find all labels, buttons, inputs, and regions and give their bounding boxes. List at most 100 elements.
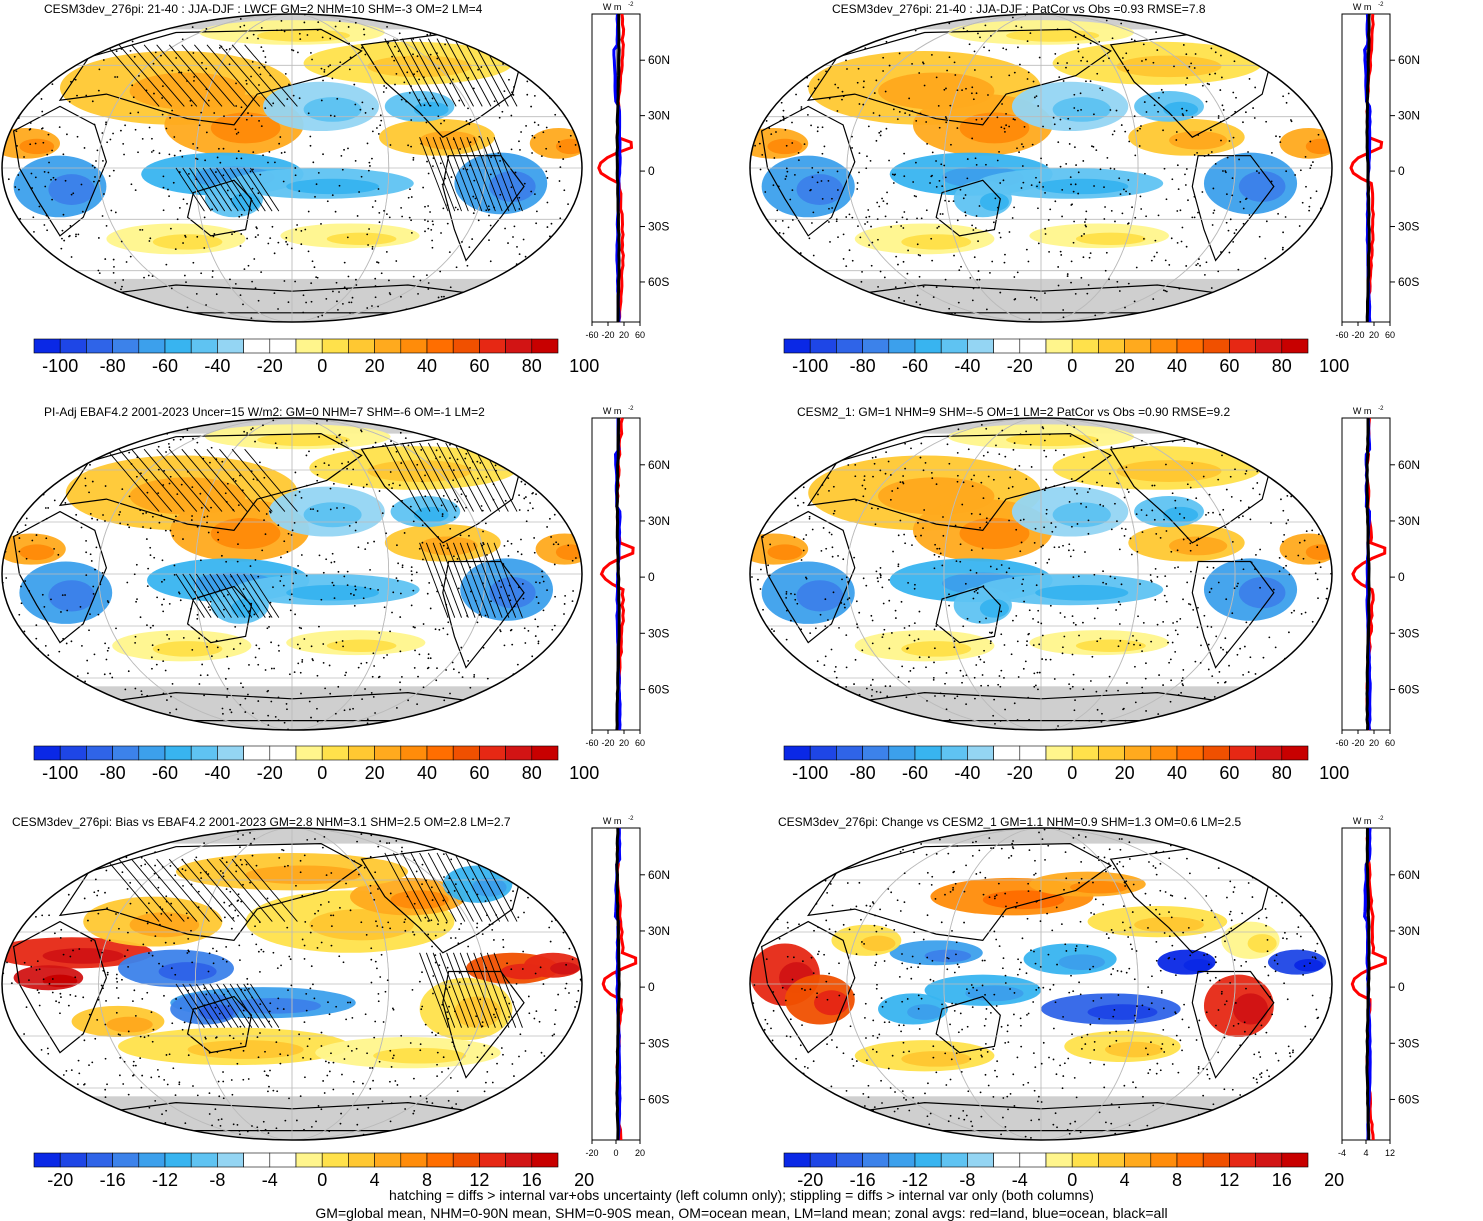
anomaly-core xyxy=(19,544,55,560)
colorbar-label: -40 xyxy=(954,356,980,376)
colorbar-swatch xyxy=(1045,1152,1073,1168)
zonal-unit: W m xyxy=(603,2,622,12)
colorbar-label: -60 xyxy=(152,356,178,376)
zonal-unit-exp: -2 xyxy=(1378,406,1384,412)
zonal-unit: W m xyxy=(603,816,622,826)
colorbar-swatch xyxy=(1255,745,1283,761)
colorbar-swatch xyxy=(348,338,375,354)
colorbar-label: -100 xyxy=(792,356,828,376)
map-border xyxy=(1,827,583,1141)
colorbar-swatch xyxy=(1045,338,1073,354)
coastline-africa xyxy=(12,920,108,1054)
colorbar-label: -12 xyxy=(902,1170,928,1190)
colorbar-label: 60 xyxy=(1219,356,1239,376)
colorbar-swatch xyxy=(374,338,402,354)
coastline-africa xyxy=(760,920,856,1054)
colorbar-swatch xyxy=(479,745,506,761)
graticule-lon xyxy=(943,828,1139,1140)
colorbar-label: 40 xyxy=(417,356,437,376)
colorbar-label: -20 xyxy=(47,1170,73,1190)
colorbar-swatch xyxy=(452,338,480,354)
colorbar-label: -20 xyxy=(1007,763,1033,783)
anomaly-core xyxy=(979,598,1009,618)
zonal-unit-exp: -2 xyxy=(628,406,634,412)
zonal-frame xyxy=(1341,417,1391,731)
colorbar-swatch xyxy=(1150,1152,1178,1168)
map-p6 xyxy=(749,827,1333,1141)
colorbar-swatch xyxy=(400,745,428,761)
colorbar-swatch xyxy=(1150,745,1178,761)
zonal-line-land xyxy=(1349,13,1384,323)
coastline-africa xyxy=(760,105,856,237)
anomaly-core xyxy=(1169,131,1228,150)
colorbar-label: 12 xyxy=(1219,1170,1239,1190)
coastline-australia xyxy=(935,179,1001,237)
colorbar-swatch xyxy=(967,1152,994,1168)
colorbar-swatch xyxy=(112,338,140,354)
anomaly-core xyxy=(152,641,223,657)
anomaly-core xyxy=(303,502,362,528)
panel-title: PI-Adj EBAF4.2 2001-2023 Uncer=15 W/m2: … xyxy=(44,405,485,419)
colorbar-swatch xyxy=(967,338,994,354)
colorbar-swatch xyxy=(86,338,113,354)
map-p1 xyxy=(1,13,583,323)
coastline-s-america xyxy=(442,560,525,669)
colorbar-label: 0 xyxy=(317,1170,327,1190)
colorbar-swatch xyxy=(1124,745,1152,761)
anomaly-core xyxy=(1075,232,1146,245)
colorbar-swatch xyxy=(321,745,349,761)
colorbar-swatch xyxy=(888,745,916,761)
map-border xyxy=(749,13,1333,323)
colorbar-swatch xyxy=(531,338,559,354)
lat-tick-label: 30S xyxy=(648,626,669,640)
anomaly-core xyxy=(796,580,844,612)
colorbar-label: 60 xyxy=(1219,763,1239,783)
colorbar-label: 100 xyxy=(1319,356,1349,376)
colorbar-swatch xyxy=(1071,338,1099,354)
lat-tick-label: 30S xyxy=(1398,220,1419,234)
coastline-greenland xyxy=(464,839,526,867)
colorbar-label: 80 xyxy=(522,763,542,783)
anomaly-core xyxy=(1087,1004,1158,1020)
zonal-line-all xyxy=(1365,417,1371,731)
anomaly-core xyxy=(152,234,223,250)
x-tick-label: -20 xyxy=(585,1148,598,1158)
colorbar-swatch xyxy=(940,338,968,354)
colorbar-swatch xyxy=(1124,338,1152,354)
colorbar-swatch xyxy=(426,338,454,354)
anomaly-core xyxy=(1035,178,1129,195)
colorbar-swatch xyxy=(374,745,402,761)
colorbar-label: 40 xyxy=(1167,763,1187,783)
coastline-s-america xyxy=(1191,155,1275,262)
zonal-line-all xyxy=(615,13,621,322)
lat-tick-label: 0 xyxy=(1398,980,1405,994)
map-p2 xyxy=(749,13,1333,323)
anomaly-core xyxy=(309,909,414,941)
colorbar-label: 20 xyxy=(574,1170,594,1190)
colorbar-swatch xyxy=(531,1152,559,1168)
map-border xyxy=(1,417,583,731)
colorbar-label: 4 xyxy=(1120,1170,1130,1190)
anomaly-core xyxy=(1035,584,1129,601)
anomaly-core xyxy=(42,974,78,988)
colorbar-label: 8 xyxy=(422,1170,432,1190)
colorbar-swatch xyxy=(138,745,166,761)
lat-tick-label: 60S xyxy=(648,1092,669,1106)
zonal-unit-exp: -2 xyxy=(628,816,634,822)
map-border xyxy=(749,417,1333,731)
colorbar-swatch xyxy=(914,1152,942,1168)
colorbar-p1: -100 -80 -60 -40 -20 0 20 40 60 80 100 xyxy=(33,338,599,376)
coastline-s-america xyxy=(1191,560,1275,669)
colorbar-swatch xyxy=(888,338,916,354)
anomaly-core xyxy=(210,517,281,550)
colorbar-swatch xyxy=(1202,745,1230,761)
coastline-australia xyxy=(935,995,1001,1054)
colorbar-swatch xyxy=(505,745,533,761)
colorbar-swatch xyxy=(190,338,218,354)
lat-tick-label: 60N xyxy=(648,53,670,67)
x-tick-label: 60 xyxy=(1385,738,1395,748)
colorbar-label: 8 xyxy=(1172,1170,1182,1190)
colorbar-swatch xyxy=(295,745,323,761)
colorbar-swatch xyxy=(269,338,297,354)
zonal-line-all xyxy=(615,827,621,1141)
